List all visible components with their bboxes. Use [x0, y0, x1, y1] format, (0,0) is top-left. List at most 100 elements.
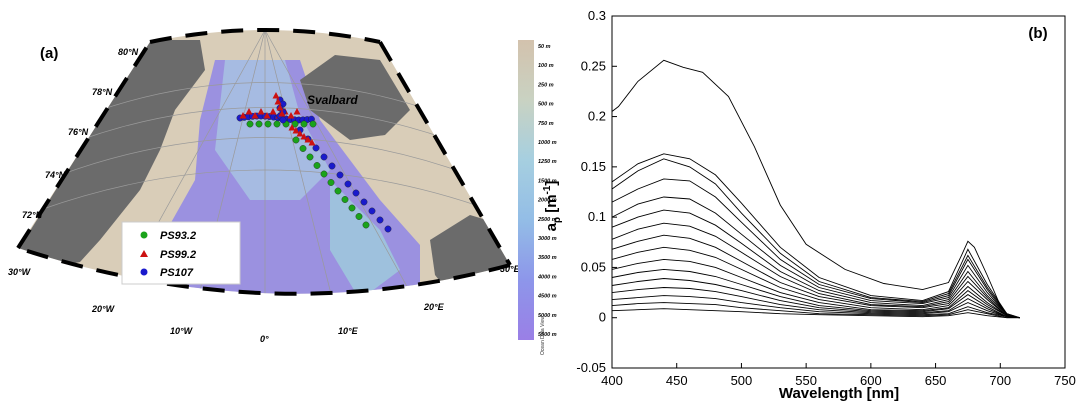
station-ps93	[264, 120, 272, 128]
station-ps107	[320, 153, 328, 161]
station-ps99	[300, 133, 308, 140]
spectrum-line	[611, 268, 1020, 319]
depth-colorbar: 50 m 100 m 250 m 500 m 750 m 1000 m 1250 m 1500…	[518, 40, 557, 355]
depth-label: 5000 m	[538, 313, 557, 319]
station-ps93	[292, 136, 300, 144]
spectra-lines	[611, 59, 1020, 319]
y-tick-label: 0.15	[581, 159, 606, 174]
station-ps99	[274, 98, 282, 105]
chart-panel-label: (b)	[1028, 25, 1047, 42]
y-tick-label: -0.05	[576, 360, 606, 375]
x-tick-label: 450	[666, 373, 688, 388]
station-ps99	[272, 92, 280, 99]
station-ps93	[362, 221, 370, 229]
y-tick-label: 0.05	[581, 259, 606, 274]
x-axis-ticks: 400 450 500 550 600 650 700 750	[601, 363, 1076, 388]
spectrum-line	[611, 222, 1020, 319]
depth-label: 5500 m	[538, 332, 557, 338]
station-ps93	[309, 120, 317, 128]
legend-marker-ps93	[140, 231, 148, 239]
spectra-panel: 400 450 500 550 600 650 700 750 -0.05 0 0.05 0.1 0.…	[540, 0, 1086, 405]
x-tick-label: 750	[1054, 373, 1076, 388]
lon-label-20e: 20°E	[423, 302, 445, 312]
depth-label: 250 m	[537, 82, 554, 88]
y-tick-label: 0.1	[588, 209, 606, 224]
x-tick-label: 700	[989, 373, 1011, 388]
spectrum-line	[611, 209, 1020, 319]
station-ps99	[239, 112, 247, 119]
x-tick-label: 550	[795, 373, 817, 388]
lon-label-30w: 30°W	[8, 267, 32, 277]
y-axis-label: ap [m-1]	[542, 181, 563, 232]
depth-label: 1250 m	[538, 159, 557, 165]
station-ps107	[328, 162, 336, 170]
depth-label: 50 m	[538, 44, 551, 50]
station-ps93	[320, 170, 328, 178]
spectrum-line	[611, 153, 1020, 319]
lon-label-10e: 10°E	[338, 326, 359, 336]
lon-label-0: 0°	[260, 334, 269, 344]
depth-label: 3000 m	[538, 236, 557, 242]
svalbard-land	[300, 55, 410, 140]
station-ps93	[291, 120, 299, 128]
station-ps99	[308, 139, 316, 146]
x-axis-label: Wavelength [nm]	[779, 385, 899, 402]
station-ps107	[360, 198, 368, 206]
depth-label: 3500 m	[538, 255, 557, 261]
depth-label: 750 m	[538, 121, 554, 127]
spectrum-line	[611, 258, 1020, 319]
station-ps99	[288, 124, 296, 131]
lat-label-76: 76°N	[68, 127, 89, 137]
spectrum-line	[611, 302, 1020, 319]
lat-label-78: 78°N	[92, 87, 113, 97]
station-ps93	[348, 204, 356, 212]
map-frame	[16, 28, 512, 296]
lon-label-30e: 30°E	[500, 264, 521, 274]
depth-label: 4500 m	[537, 294, 557, 300]
ridge-area	[330, 180, 400, 294]
spectrum-line	[611, 178, 1020, 319]
station-ps107	[384, 225, 392, 233]
depth-colorbar-scale	[518, 40, 534, 340]
x-tick-label: 500	[731, 373, 753, 388]
x-tick-label: 400	[601, 373, 623, 388]
station-ps99	[304, 136, 312, 143]
depth-label: 2000 m	[537, 198, 557, 204]
station-ps107	[344, 180, 352, 188]
station-ps99	[257, 108, 265, 115]
map-basemap	[18, 30, 510, 310]
lon-label-10w: 10°W	[170, 326, 194, 336]
depth-label: 1500 m	[538, 178, 557, 184]
map-figure: (a) Svalbard 80°N 78°N 76°N 74°N 72°N 30…	[8, 28, 557, 355]
station-ps99	[245, 108, 253, 115]
spectrum-line	[611, 295, 1020, 319]
depth-colorbar-labels: 50 m 100 m 250 m 500 m 750 m 1000 m 1250 m 1500…	[537, 44, 557, 338]
station-ps99	[296, 130, 304, 137]
y-axis-ticks: -0.05 0 0.05 0.1 0.15 0.2 0.25 0.3	[576, 8, 617, 375]
x-tick-label: 600	[860, 373, 882, 388]
station-ps93	[300, 120, 308, 128]
greenland-land	[18, 40, 205, 268]
legend-label-ps93: PS93.2	[160, 230, 196, 242]
station-ps99	[276, 104, 284, 111]
legend-marker-ps99	[140, 250, 148, 257]
plot-frame	[611, 15, 1066, 369]
station-ps93	[334, 187, 342, 195]
lat-label-80: 80°N	[118, 47, 139, 57]
station-ps99	[251, 112, 259, 119]
station-ps93	[273, 120, 281, 128]
station-ps99	[269, 108, 277, 115]
legend-label-ps107: PS107	[160, 267, 194, 279]
station-ps93	[299, 145, 307, 152]
station-ps107	[312, 144, 320, 152]
jan-mayen-land	[194, 300, 200, 310]
lat-label-74: 74°N	[45, 170, 66, 180]
station-ps107	[368, 207, 376, 215]
station-ps107	[352, 189, 360, 197]
map-legend: PS93.2 PS99.2 PS107	[121, 221, 241, 285]
y-tick-label: 0.2	[588, 109, 606, 124]
svalbard-label: Svalbard	[307, 93, 358, 107]
spectrum-line	[611, 234, 1020, 319]
station-ps99	[287, 112, 295, 119]
graticule	[39, 30, 491, 294]
